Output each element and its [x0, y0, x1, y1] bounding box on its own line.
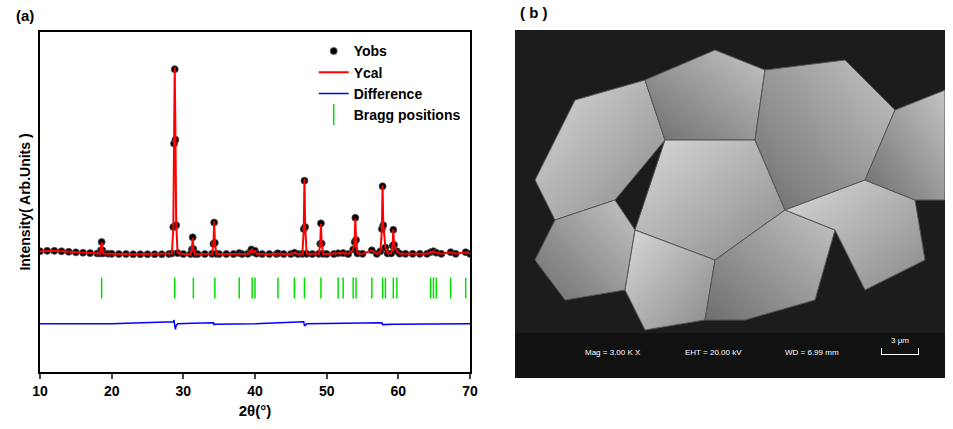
svg-text:70: 70 — [462, 383, 478, 399]
svg-text:2θ(°): 2θ(°) — [239, 402, 271, 419]
html-text:3 μm: 3 μm — [891, 336, 909, 345]
svg-text:Bragg positions: Bragg positions — [354, 107, 461, 123]
svg-text:60: 60 — [391, 383, 407, 399]
svg-text:(a): (a) — [16, 7, 34, 24]
html-text:EHT = 20.00 kV: EHT = 20.00 kV — [685, 348, 742, 357]
svg-text:30: 30 — [176, 383, 192, 399]
svg-text:Intensity( Arb.Units ): Intensity( Arb.Units ) — [17, 133, 33, 270]
html-text:( b ): ( b ) — [520, 4, 548, 21]
svg-text:Difference: Difference — [354, 86, 423, 102]
svg-text:20: 20 — [104, 383, 120, 399]
svg-text:10: 10 — [32, 383, 48, 399]
svg-text:Ycal: Ycal — [354, 65, 383, 81]
html-text:Mag = 3.00 K X: Mag = 3.00 K X — [585, 348, 641, 357]
svg-text:Yobs: Yobs — [354, 43, 387, 59]
svg-text:40: 40 — [247, 383, 263, 399]
html-text:WD = 6.99 mm: WD = 6.99 mm — [785, 348, 839, 357]
svg-text:50: 50 — [319, 383, 335, 399]
